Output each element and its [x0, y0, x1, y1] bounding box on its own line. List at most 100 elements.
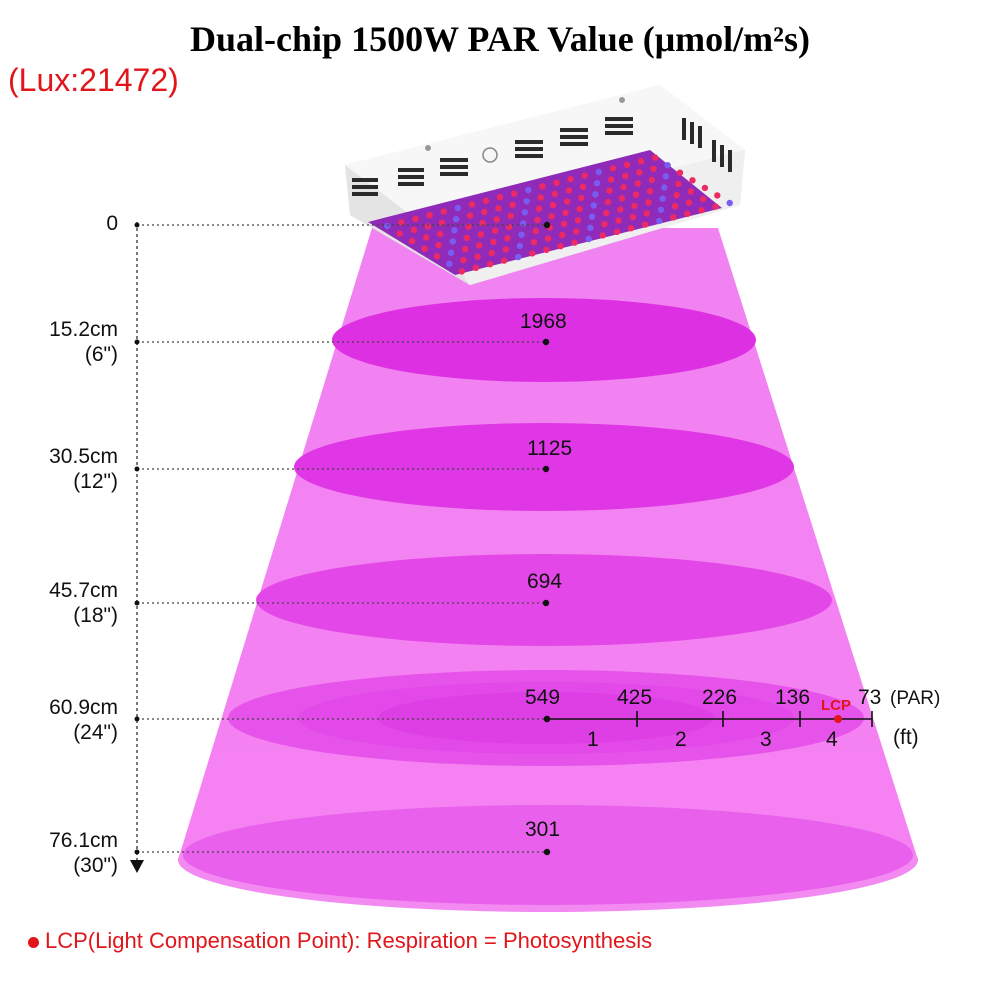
led-dot — [684, 210, 691, 217]
led-dot — [424, 223, 432, 230]
led-dot — [504, 235, 511, 242]
led-dot — [493, 216, 500, 223]
led-dot — [574, 217, 582, 224]
led-dot — [562, 209, 569, 216]
led-dot — [641, 221, 649, 228]
led-dot — [689, 177, 696, 184]
led-dot — [629, 213, 636, 221]
led-dot — [726, 199, 733, 207]
led-dot — [458, 268, 465, 275]
led-dot — [620, 183, 627, 191]
led-dot — [659, 195, 666, 202]
led-dot — [643, 210, 650, 217]
led-dot — [565, 187, 573, 194]
axis-dot — [134, 222, 140, 228]
led-dot — [410, 226, 417, 234]
led-dot — [636, 169, 643, 176]
led-dot — [661, 184, 668, 191]
spread-par-2ft: 226 — [702, 686, 738, 709]
led-dot — [486, 261, 494, 268]
par-value-30cm: 1125 — [527, 437, 573, 460]
led-dot — [384, 222, 391, 230]
led-dot — [615, 217, 622, 224]
led-dot — [398, 219, 405, 226]
led-dot — [509, 201, 516, 208]
led-dot — [609, 165, 617, 172]
par-unit: (PAR) — [890, 688, 941, 709]
led-dot — [467, 212, 474, 219]
led-dot — [576, 205, 583, 213]
led-dot — [433, 253, 441, 260]
led-dot — [523, 198, 530, 205]
center-dot — [542, 465, 550, 473]
led-dot — [525, 186, 532, 194]
led-dot — [495, 205, 502, 212]
led-dot — [585, 235, 592, 243]
distance-label-60cm: 60.9cm (24") — [49, 696, 118, 744]
led-dot — [632, 191, 640, 198]
led-dot — [664, 162, 671, 169]
distance-label-45cm: 45.7cm (18") — [49, 579, 118, 627]
scale-origin-dot — [543, 715, 551, 723]
led-dot — [618, 195, 626, 202]
axis-dot — [134, 849, 140, 855]
led-dot — [675, 180, 682, 188]
distance-label-76cm: 76.1cm (30") — [49, 829, 118, 877]
led-dot — [595, 168, 602, 176]
lcp-marker — [834, 715, 842, 723]
led-dot — [447, 249, 455, 256]
led-dot — [599, 232, 606, 239]
led-dot — [543, 246, 550, 253]
led-dot — [396, 230, 403, 237]
led-dot — [560, 220, 568, 228]
led-dot — [657, 206, 665, 213]
led-dot — [578, 194, 585, 202]
led-dot — [673, 191, 680, 199]
led-dot — [587, 224, 594, 231]
led-dot — [474, 253, 481, 260]
led-dot — [426, 212, 433, 219]
led-dot — [714, 192, 721, 199]
led-dot — [617, 206, 624, 213]
led-dot — [637, 158, 645, 165]
distance-label-0: 0 — [106, 212, 118, 235]
led-dot — [412, 215, 419, 222]
par-value-76cm: 301 — [525, 818, 561, 841]
led-array — [368, 150, 722, 275]
led-dot — [529, 250, 536, 257]
led-dot — [537, 194, 544, 201]
axis-dot — [134, 466, 140, 472]
spread-par-4ft: 73 — [858, 686, 882, 709]
led-dot — [645, 199, 652, 206]
led-dot — [505, 223, 513, 231]
led-dot — [590, 202, 597, 209]
led-dot — [627, 225, 635, 232]
led-dot — [446, 260, 453, 267]
led-dot — [662, 173, 670, 180]
footnote-text: LCP(Light Compensation Point): Respirati… — [45, 928, 653, 953]
led-dot — [712, 203, 719, 210]
center-dot — [543, 848, 551, 856]
feet-2: 2 — [675, 728, 687, 751]
led-dot — [437, 230, 444, 238]
center-dot — [542, 338, 550, 346]
led-dot — [530, 239, 538, 246]
led-dot — [592, 191, 599, 198]
axis-arrow-down-icon — [130, 860, 144, 873]
led-dot — [500, 257, 508, 264]
led-dot — [539, 183, 546, 190]
led-dot — [551, 190, 558, 198]
distance-label-15cm: 15.2cm (6") — [49, 318, 118, 366]
led-dot — [479, 219, 486, 227]
led-dot — [567, 176, 574, 183]
axis-dot — [134, 716, 140, 722]
led-dot — [435, 241, 442, 249]
led-dot — [452, 216, 460, 223]
led-dot — [685, 199, 693, 206]
led-dot — [700, 195, 707, 203]
led-dot — [502, 246, 509, 253]
led-dot — [549, 201, 557, 209]
led-dot — [593, 180, 601, 187]
led-dot — [671, 203, 679, 210]
